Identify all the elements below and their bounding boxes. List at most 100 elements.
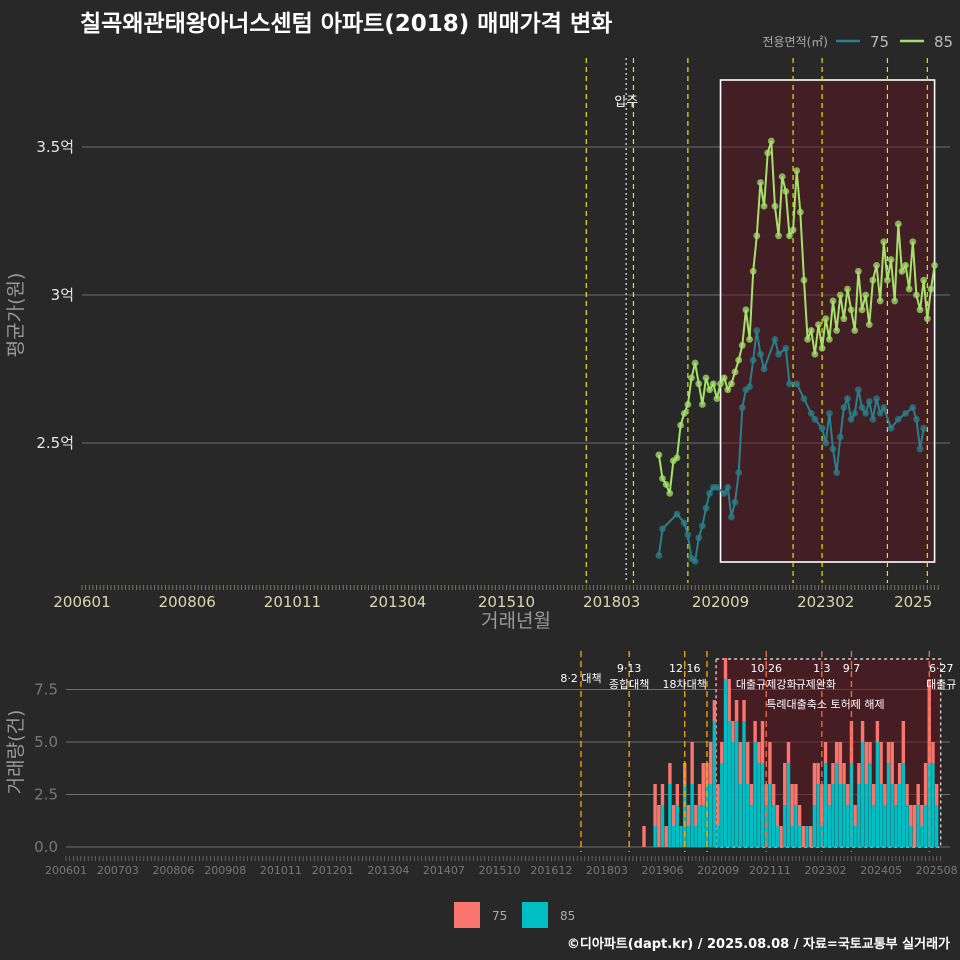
bar-85 bbox=[864, 784, 868, 847]
data-point bbox=[677, 421, 685, 429]
bar-75 bbox=[690, 742, 694, 784]
data-point bbox=[847, 415, 855, 423]
bar-75 bbox=[894, 784, 898, 805]
data-point bbox=[840, 404, 848, 411]
legend-label: 75 bbox=[870, 33, 889, 51]
x-tick-label: 201304 bbox=[369, 593, 426, 611]
bar-85 bbox=[734, 721, 739, 847]
data-point bbox=[753, 232, 761, 240]
bar-75 bbox=[734, 700, 739, 721]
data-point bbox=[786, 380, 793, 388]
series-line-75 bbox=[657, 330, 925, 564]
data-point bbox=[655, 451, 663, 459]
move-in-label: 입주 bbox=[614, 95, 638, 110]
data-point bbox=[789, 226, 797, 234]
bar-85 bbox=[871, 805, 876, 847]
data-point bbox=[662, 481, 670, 488]
bar-85 bbox=[794, 805, 798, 847]
x-tick-label: 202405 bbox=[860, 864, 902, 877]
data-point bbox=[869, 276, 877, 284]
data-point bbox=[847, 306, 855, 314]
data-point bbox=[894, 220, 902, 228]
footer-credit: ©디아파트(dapt.kr) / 2025.08.08 / 자료=국토교통부 실… bbox=[566, 937, 950, 952]
x-tick-label: 202302 bbox=[805, 864, 847, 877]
data-point bbox=[880, 238, 888, 246]
y-tick-label: 2.5억 bbox=[36, 434, 74, 452]
data-point bbox=[916, 306, 924, 314]
x-tick-label: 201407 bbox=[423, 864, 465, 877]
data-point bbox=[851, 410, 859, 417]
legend-title: 전용면적(㎡) bbox=[762, 35, 828, 49]
data-point bbox=[902, 262, 909, 269]
x-tick-label: 202508 bbox=[916, 864, 958, 877]
data-point bbox=[659, 525, 666, 533]
bar-85 bbox=[868, 763, 872, 847]
legend-label: 75 bbox=[492, 909, 507, 923]
data-point bbox=[920, 276, 928, 284]
bar-75 bbox=[731, 721, 735, 742]
data-point bbox=[804, 336, 811, 343]
event-label: 규제완화 bbox=[796, 678, 836, 691]
bar-85 bbox=[746, 784, 750, 847]
event-label: 대출규제강화 bbox=[736, 678, 797, 691]
event-label: 9·13 bbox=[617, 662, 642, 675]
bar-75 bbox=[860, 721, 865, 742]
event-label: 9·7 bbox=[843, 662, 861, 675]
data-point bbox=[786, 232, 793, 240]
bar-85 bbox=[797, 826, 802, 847]
data-point bbox=[876, 297, 884, 305]
x-minor-ticks bbox=[65, 856, 941, 861]
bar-75 bbox=[809, 826, 813, 847]
data-point bbox=[775, 232, 782, 240]
bar-75 bbox=[723, 658, 728, 679]
event-label: 1·3 bbox=[813, 662, 831, 675]
x-tick-label: 201011 bbox=[264, 593, 321, 611]
bar-75 bbox=[883, 784, 887, 805]
bar-75 bbox=[794, 784, 798, 805]
event-label: 18차대책 bbox=[663, 678, 707, 691]
data-point bbox=[807, 327, 815, 334]
data-point bbox=[822, 315, 830, 323]
bar-85 bbox=[875, 742, 880, 847]
data-point bbox=[724, 386, 732, 394]
data-point bbox=[887, 424, 895, 432]
data-point bbox=[931, 262, 938, 269]
bar-75 bbox=[716, 784, 720, 826]
event-label: 특례대출축소 토허제 해제 bbox=[766, 697, 884, 711]
bar-75 bbox=[868, 742, 872, 763]
data-point bbox=[778, 173, 786, 181]
data-point bbox=[738, 404, 746, 411]
bar-75 bbox=[753, 721, 757, 742]
data-point bbox=[927, 285, 935, 293]
bar-85 bbox=[738, 784, 743, 847]
bar-75 bbox=[786, 742, 791, 763]
data-point bbox=[684, 401, 692, 408]
bar-85 bbox=[857, 784, 861, 847]
y-tick-label: 5.0 bbox=[34, 733, 58, 751]
data-point bbox=[735, 356, 743, 364]
bar-75 bbox=[823, 742, 828, 763]
data-point bbox=[666, 489, 674, 497]
data-point bbox=[731, 498, 739, 506]
data-point bbox=[811, 350, 819, 358]
bar-75 bbox=[686, 805, 691, 826]
bar-85 bbox=[931, 763, 935, 847]
bar-75 bbox=[931, 742, 935, 763]
data-point bbox=[854, 267, 862, 275]
bar-75 bbox=[738, 742, 743, 784]
bar-75 bbox=[757, 742, 761, 763]
x-tick-label: 202302 bbox=[797, 593, 854, 611]
data-point bbox=[717, 380, 724, 388]
data-point bbox=[913, 291, 920, 299]
data-point bbox=[825, 336, 833, 343]
bar-75 bbox=[886, 742, 891, 763]
volume-chart: 0.0 2.5 5.0 7.5 8·2 대책 9·13 종합대책 12·16 18차대책 10·2… bbox=[5, 651, 958, 877]
bar-85 bbox=[783, 805, 787, 847]
bar-75 bbox=[712, 700, 717, 721]
bar-85 bbox=[760, 763, 765, 847]
event-label: 8·2 대책 bbox=[560, 672, 601, 685]
data-point bbox=[757, 350, 764, 358]
data-point bbox=[865, 321, 873, 328]
event-label: 10·26 bbox=[750, 662, 782, 675]
data-point bbox=[815, 321, 822, 328]
